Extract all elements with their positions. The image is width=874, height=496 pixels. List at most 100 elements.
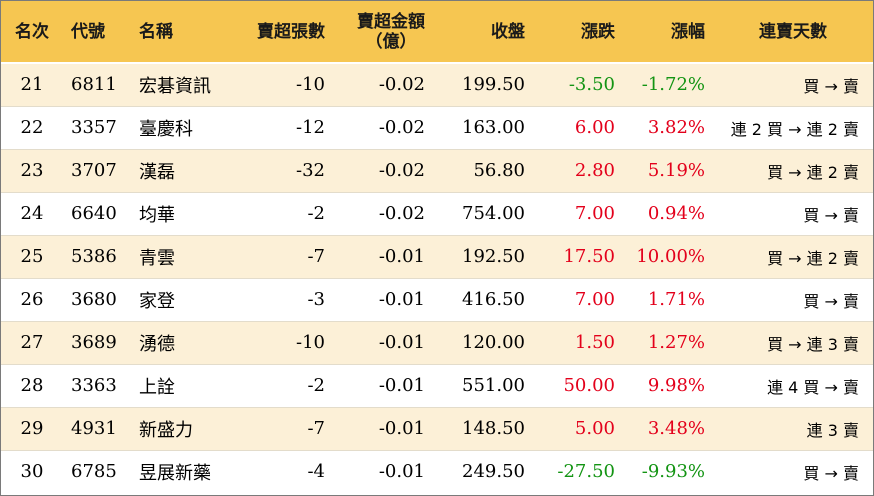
- cell-name[interactable]: 上詮: [131, 363, 233, 407]
- header-net-sell-amount[interactable]: 賣超金額 （億）: [333, 1, 433, 64]
- cell-net-sell-lots: -2: [233, 191, 333, 235]
- cell-close: 416.50: [433, 277, 533, 321]
- cell-rank: 21: [20, 74, 44, 96]
- cell-close: 754.00: [433, 191, 533, 235]
- cell-change: 1.50: [533, 320, 623, 364]
- header-streak[interactable]: 連賣天數: [713, 1, 873, 64]
- cell-code[interactable]: 3689: [63, 320, 131, 364]
- table-row[interactable]: 21 6811 宏碁資訊 -10 -0.02 199.50 -3.50 -1.72% 買 → 賣: [1, 63, 873, 106]
- cell-net-sell-lots: -12: [233, 105, 333, 149]
- cell-streak: 連 4 買 → 賣: [713, 363, 873, 407]
- cell-code[interactable]: 3357: [63, 105, 131, 149]
- header-net-sell-amount-line2: （億）: [365, 31, 417, 52]
- cell-rank: 24: [1, 191, 63, 235]
- cell-net-sell-lots: -7: [233, 234, 333, 278]
- table-row[interactable]: 26 3680 家登 -3 -0.01 416.50 7.00 1.71% 買 → 賣: [1, 277, 873, 321]
- cell-change-pct: 1.27%: [623, 320, 713, 364]
- cell-name[interactable]: 臺慶科: [131, 105, 233, 149]
- cell-net-sell-amount: -0.02: [333, 191, 433, 235]
- cell-name[interactable]: 家登: [131, 277, 233, 321]
- cell-net-sell-lots: -4: [233, 449, 333, 493]
- cell-close: 148.50: [433, 406, 533, 450]
- cell-change: -27.50: [533, 449, 623, 493]
- cell-net-sell-lots: -10: [296, 74, 325, 96]
- cell-streak: 買 → 連 2 賣: [713, 234, 873, 278]
- cell-rank: 26: [1, 277, 63, 321]
- cell-change-pct: 1.71%: [623, 277, 713, 321]
- cell-streak: 買 → 賣: [713, 191, 873, 235]
- cell-streak: 買 → 賣: [713, 449, 873, 493]
- cell-code[interactable]: 5386: [63, 234, 131, 278]
- cell-name[interactable]: 宏碁資訊: [139, 75, 211, 97]
- header-change-pct[interactable]: 漲幅: [623, 1, 713, 64]
- cell-close: 249.50: [433, 449, 533, 493]
- cell-change-pct: -1.72%: [641, 74, 705, 96]
- cell-code[interactable]: 6640: [63, 191, 131, 235]
- cell-net-sell-amount: -0.01: [333, 406, 433, 450]
- cell-close: 199.50: [462, 74, 525, 96]
- table-row[interactable]: 30 6785 昱展新藥 -4 -0.01 249.50 -27.50 -9.93% 買 → 賣: [1, 449, 873, 493]
- cell-net-sell-amount: -0.01: [333, 363, 433, 407]
- cell-change-pct: 10.00%: [623, 234, 713, 278]
- cell-streak: 連 3 賣: [713, 406, 873, 450]
- cell-close: 56.80: [433, 148, 533, 192]
- cell-change-pct: 5.19%: [623, 148, 713, 192]
- cell-net-sell-lots: -7: [233, 406, 333, 450]
- cell-change-pct: -9.93%: [623, 449, 713, 493]
- cell-change: 7.00: [533, 277, 623, 321]
- table-row[interactable]: 29 4931 新盛力 -7 -0.01 148.50 5.00 3.48% 連 3 賣: [1, 406, 873, 450]
- cell-change: 17.50: [533, 234, 623, 278]
- header-rank[interactable]: 名次: [1, 1, 63, 64]
- cell-change: 6.00: [533, 105, 623, 149]
- table-row[interactable]: 27 3689 湧德 -10 -0.01 120.00 1.50 1.27% 買 → 連 3 賣: [1, 320, 873, 364]
- cell-close: 120.00: [433, 320, 533, 364]
- cell-rank: 25: [1, 234, 63, 278]
- table-row[interactable]: 25 5386 青雲 -7 -0.01 192.50 17.50 10.00% 買 → 連 2 …: [1, 234, 873, 278]
- header-code[interactable]: 代號: [63, 1, 131, 64]
- cell-streak: 買 → 賣: [713, 277, 873, 321]
- cell-change-pct: 3.82%: [623, 105, 713, 149]
- table-row[interactable]: 24 6640 均華 -2 -0.02 754.00 7.00 0.94% 買 → 賣: [1, 191, 873, 235]
- cell-rank: 30: [1, 449, 63, 493]
- cell-streak: 買 → 連 3 賣: [713, 320, 873, 364]
- cell-rank: 22: [1, 105, 63, 149]
- table-body: 21 6811 宏碁資訊 -10 -0.02 199.50 -3.50 -1.72% 買 → 賣…: [1, 63, 873, 493]
- cell-name[interactable]: 青雲: [131, 234, 233, 278]
- cell-code[interactable]: 3707: [63, 148, 131, 192]
- cell-name[interactable]: 漢磊: [131, 148, 233, 192]
- cell-code[interactable]: 3680: [63, 277, 131, 321]
- cell-change-pct: 0.94%: [623, 191, 713, 235]
- cell-streak: 連 2 買 → 連 2 賣: [713, 105, 873, 149]
- cell-code[interactable]: 4931: [63, 406, 131, 450]
- cell-name[interactable]: 均華: [131, 191, 233, 235]
- cell-rank: 23: [1, 148, 63, 192]
- cell-net-sell-amount: -0.02: [333, 148, 433, 192]
- cell-rank: 28: [1, 363, 63, 407]
- cell-net-sell-lots: -2: [233, 363, 333, 407]
- cell-change-pct: 9.98%: [623, 363, 713, 407]
- cell-close: 192.50: [433, 234, 533, 278]
- cell-name[interactable]: 新盛力: [131, 406, 233, 450]
- cell-code[interactable]: 3363: [63, 363, 131, 407]
- cell-net-sell-amount: -0.02: [333, 105, 433, 149]
- cell-code[interactable]: 6811: [71, 74, 117, 96]
- cell-change: 2.80: [533, 148, 623, 192]
- cell-change: 5.00: [533, 406, 623, 450]
- cell-net-sell-amount: -0.02: [378, 74, 425, 96]
- table-row[interactable]: 23 3707 漢磊 -32 -0.02 56.80 2.80 5.19% 買 → 連 2 賣: [1, 148, 873, 192]
- cell-net-sell-lots: -10: [233, 320, 333, 364]
- header-row: 名次 代號 名稱 賣超張數 賣超金額 （億） 收盤 漲跌 漲幅 連賣天數: [1, 1, 873, 64]
- table-row[interactable]: 22 3357 臺慶科 -12 -0.02 163.00 6.00 3.82% 連 2 買 → …: [1, 105, 873, 149]
- cell-name[interactable]: 昱展新藥: [131, 449, 233, 493]
- header-net-sell-lots[interactable]: 賣超張數: [233, 1, 333, 64]
- header-name[interactable]: 名稱: [131, 1, 233, 64]
- cell-close: 551.00: [433, 363, 533, 407]
- cell-name[interactable]: 湧德: [131, 320, 233, 364]
- cell-streak: 買 → 賣: [803, 76, 859, 96]
- header-close[interactable]: 收盤: [433, 1, 533, 64]
- header-change[interactable]: 漲跌: [533, 1, 623, 64]
- table-row[interactable]: 28 3363 上詮 -2 -0.01 551.00 50.00 9.98% 連 4 買 → 賣: [1, 363, 873, 407]
- cell-change: -3.50: [568, 74, 615, 96]
- cell-code[interactable]: 6785: [63, 449, 131, 493]
